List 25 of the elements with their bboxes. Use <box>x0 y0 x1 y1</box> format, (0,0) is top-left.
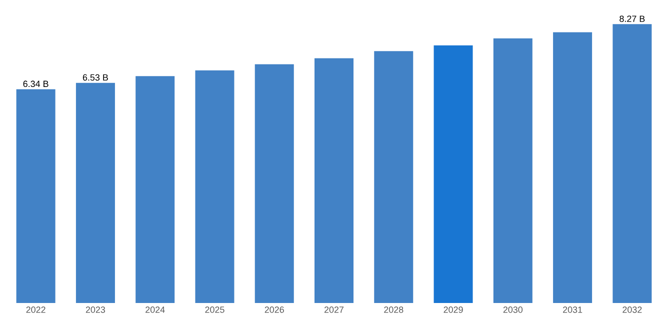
bar <box>254 64 294 303</box>
x-tick-label: 2030 <box>503 306 523 313</box>
bar <box>16 89 56 303</box>
bar <box>76 82 115 303</box>
x-tick-label: 2023 <box>86 306 106 313</box>
bar <box>374 51 414 303</box>
x-tick-label: 2028 <box>384 306 404 313</box>
x-tick-label: 2032 <box>622 306 642 313</box>
x-tick-label: 2022 <box>26 306 46 313</box>
bar <box>612 24 652 303</box>
bar <box>136 76 175 303</box>
bar <box>493 38 532 303</box>
x-tick-label: 2024 <box>146 306 165 313</box>
x-tick-label: 2025 <box>205 306 224 313</box>
bar <box>314 58 354 303</box>
data-label: 8.27 B <box>620 16 645 22</box>
data-label: 6.34 B <box>23 80 48 88</box>
x-tick-label: 2031 <box>563 306 582 313</box>
bar <box>195 70 234 303</box>
x-tick-label: 2026 <box>264 306 284 313</box>
bar <box>434 45 473 303</box>
x-tick-label: 2027 <box>324 306 344 313</box>
data-label: 6.53 B <box>82 74 108 81</box>
x-tick-label: 2029 <box>444 306 463 313</box>
bar <box>553 32 592 303</box>
